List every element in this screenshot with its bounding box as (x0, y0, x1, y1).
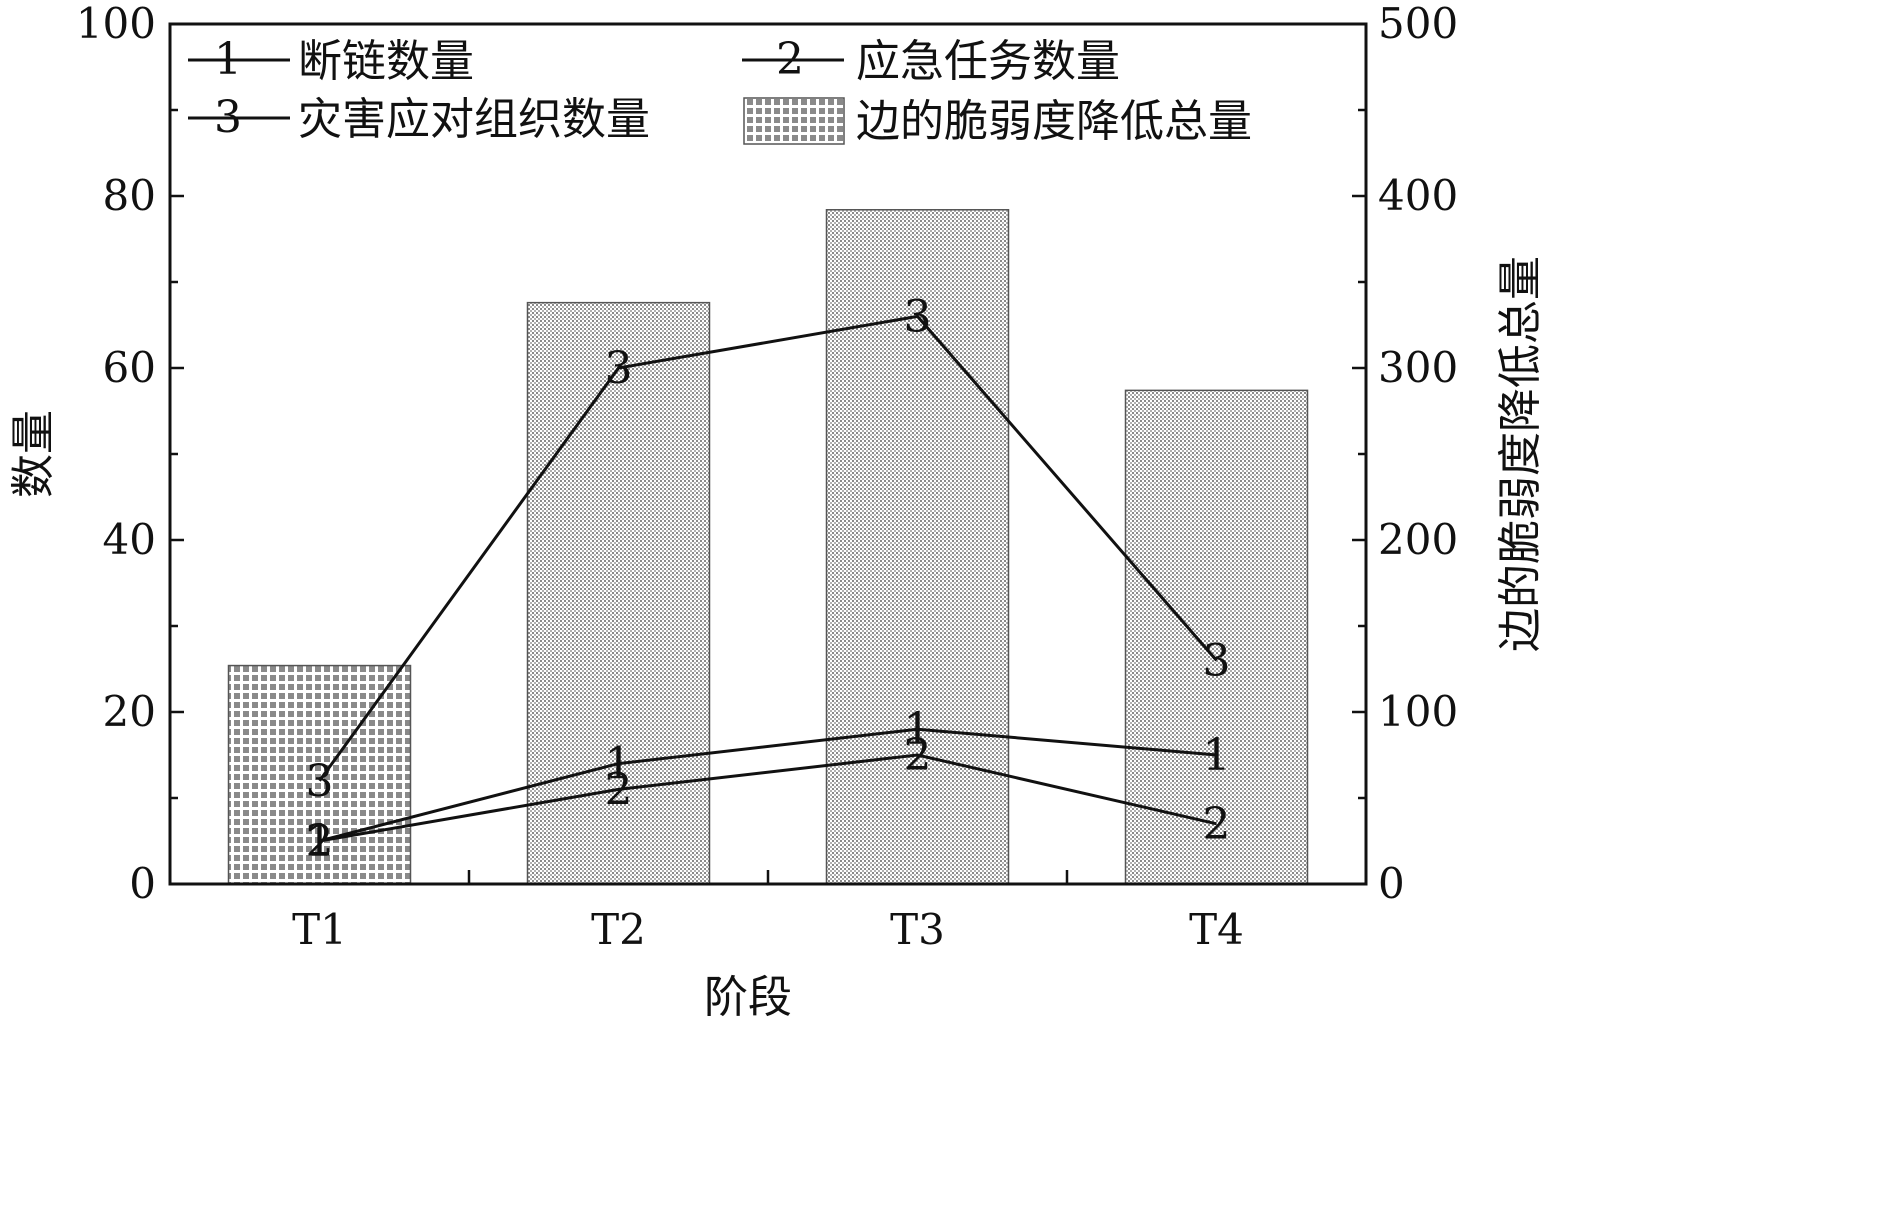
bar-T2 (526, 301, 711, 885)
x-tick-label-T4: T4 (1189, 905, 1244, 954)
point-series-1-T1: 1 (306, 816, 334, 867)
left-axis: 0 20 40 60 80 100 (76, 0, 184, 908)
point-series-3-T4: 3 (1203, 635, 1231, 686)
point-series-3-T2: 3 (605, 343, 633, 394)
x-axis: T1 T2 T3 T4 (292, 870, 1244, 954)
point-series-1-T2: 1 (605, 739, 633, 790)
svg-text:应急任务数量: 应急任务数量 (856, 36, 1120, 87)
line-series-1 (319, 727, 1217, 843)
left-tick-label: 40 (103, 515, 156, 564)
right-tick-label: 100 (1378, 687, 1458, 736)
right-axis-title: 边的脆弱度降低总量 (1495, 256, 1546, 652)
left-tick-label: 80 (103, 171, 156, 220)
point-series-3-T1: 3 (306, 756, 334, 807)
point-series-1-T3: 1 (904, 704, 932, 755)
x-tick-label-T2: T2 (591, 905, 646, 954)
point-series-2-T2: 2 (605, 764, 633, 815)
svg-text:2: 2 (776, 34, 804, 85)
svg-text:灾害应对组织数量: 灾害应对组织数量 (298, 94, 650, 145)
svg-text:断链数量: 断链数量 (298, 36, 474, 87)
legend: 1 断链数量 2 应急任务数量 3 灾害应对组织数量 边的脆弱度降低总量 (188, 34, 1252, 147)
svg-text:边的脆弱度降低总量: 边的脆弱度降低总量 (856, 96, 1252, 147)
line-series-2 (319, 753, 1217, 843)
legend-entry-4: 边的脆弱度降低总量 (743, 96, 1252, 147)
left-tick-label: 0 (129, 859, 156, 908)
bar-T3 (825, 209, 1010, 885)
x-axis-title: 阶段 (704, 972, 792, 1023)
point-series-1-T4: 1 (1203, 730, 1231, 781)
svg-text:1: 1 (214, 34, 242, 85)
right-tick-label: 0 (1378, 859, 1405, 908)
point-series-2-T1: 2 (306, 816, 334, 867)
point-series-2-T3: 2 (904, 730, 932, 781)
left-tick-label: 100 (76, 0, 156, 48)
point-series-2-T4: 2 (1203, 799, 1231, 850)
left-axis-title: 数量 (8, 410, 59, 498)
left-tick-label: 20 (103, 687, 156, 736)
left-tick-label: 60 (103, 343, 156, 392)
legend-entry-3: 3 灾害应对组织数量 (188, 92, 650, 145)
right-tick-label: 200 (1378, 515, 1458, 564)
legend-entry-2: 2 应急任务数量 (742, 34, 1120, 87)
right-tick-label: 500 (1378, 0, 1458, 48)
right-tick-label: 300 (1378, 343, 1458, 392)
bar-T4 (1124, 389, 1309, 885)
right-tick-label: 400 (1378, 171, 1458, 220)
bar-T1 (227, 664, 412, 885)
line-series-3 (318, 314, 1218, 782)
svg-text:3: 3 (214, 92, 242, 143)
legend-entry-1: 1 断链数量 (188, 34, 474, 87)
lines-layer (318, 314, 1218, 843)
right-axis: 0 100 200 300 400 500 (1352, 0, 1458, 908)
bars-layer (227, 209, 1309, 885)
x-tick-label-T1: T1 (292, 905, 347, 954)
point-series-3-T3: 3 (904, 291, 932, 342)
x-tick-label-T3: T3 (890, 905, 945, 954)
